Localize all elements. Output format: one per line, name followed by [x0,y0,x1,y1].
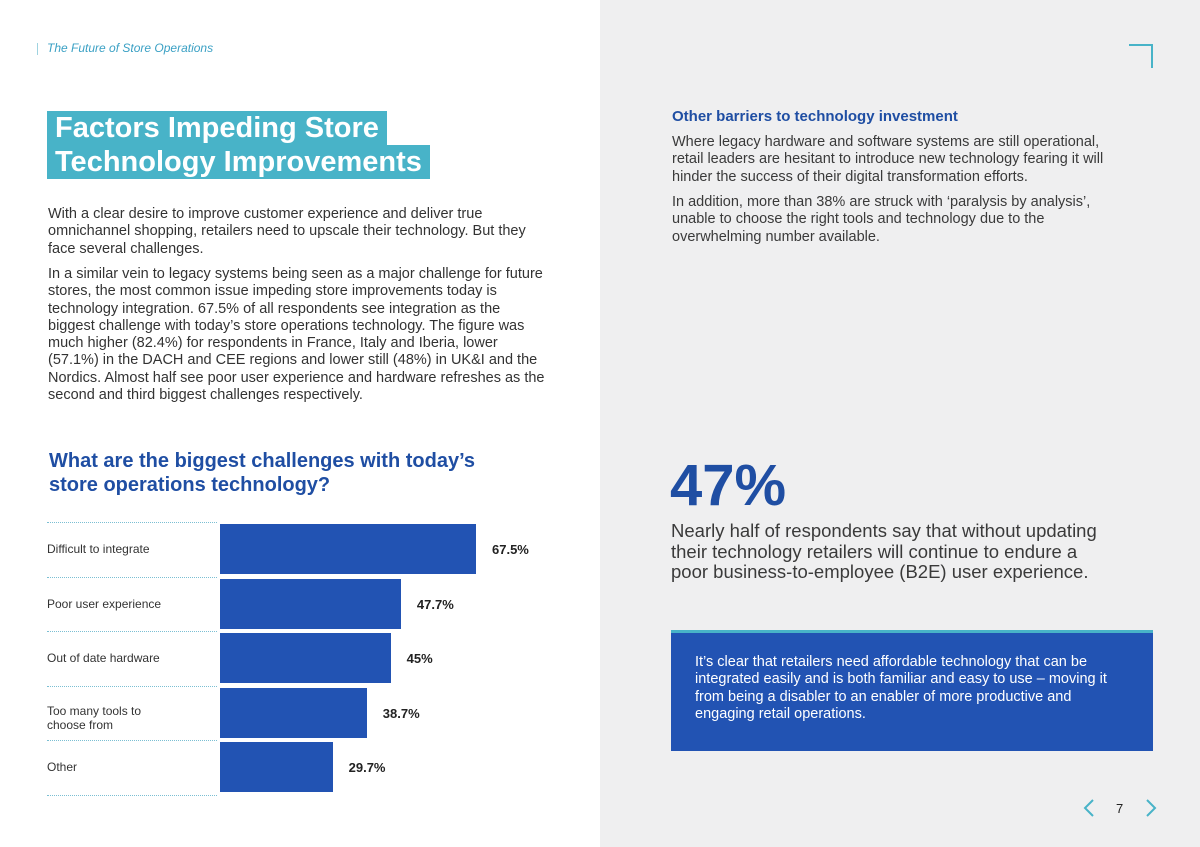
chart-category-label: Out of date hardware [47,651,160,665]
stat-description: Nearly half of respondents say that with… [671,520,1097,583]
chart-value-label: 29.7% [348,760,386,775]
header-rule [37,43,38,55]
body-paragraph: In a similar vein to legacy systems bein… [48,266,545,404]
running-title: The Future of Store Operations [47,41,214,55]
chart-bar [220,633,391,683]
chart-category-label: Too many tools to choose from [47,703,142,732]
page-title-line2: Technology Improvements [47,145,430,179]
page-title-line1: Factors Impeding Store [47,111,387,145]
chart-row: Difficult to integrate 67.5% [47,522,547,576]
page-title: Factors Impeding Store Technology Improv… [47,111,430,179]
chart-value-label: 45% [406,651,433,666]
callout-box: It’s clear that retailers need affordabl… [671,630,1153,751]
chart-row: Other 29.7% [47,740,547,794]
chart-bar [220,742,333,792]
chart-gridline [47,576,217,578]
chart-gridline [47,522,217,523]
barriers-paragraph-1: Where legacy hardware and software syste… [672,134,1104,185]
chart-value-label: 47.7% [416,596,454,612]
chart-category-label: Poor user experience [47,596,162,611]
page-number: 7 [1116,801,1124,816]
chart-category-label: Other [47,760,78,774]
chart-gridline [47,631,217,632]
chart-bar [220,578,401,629]
chart-value-label: 67.5% [492,542,529,557]
barriers-heading: Other barriers to technology investment [672,108,958,125]
chart-bar [220,687,367,738]
chart-gridline [47,740,217,741]
chevron-right-icon[interactable] [1144,798,1158,824]
chart-bar [220,524,476,574]
chart-gridline [47,685,217,687]
callout-text: It’s clear that retailers need affordabl… [695,654,1107,722]
corner-mark [1129,44,1153,68]
chart-title: What are the biggest challenges with tod… [49,450,476,496]
intro-paragraph: With a clear desire to improve customer … [48,206,526,257]
chevron-left-icon[interactable] [1082,798,1096,824]
chart-row: Out of date hardware 45% [47,631,547,685]
stat-value: 47% [670,453,787,518]
chart-gridline [47,794,217,796]
chart-row: Too many tools to choose from 38.7% [47,686,547,740]
chart-row: Poor user experience 47.7% [47,577,547,631]
chart-category-label: Difficult to integrate [47,542,150,556]
left-page: The Future of Store Operations Factors I… [37,41,547,796]
chart-value-label: 38.7% [382,705,420,721]
barriers-paragraph-2: In addition, more than 38% are struck wi… [672,194,1091,245]
